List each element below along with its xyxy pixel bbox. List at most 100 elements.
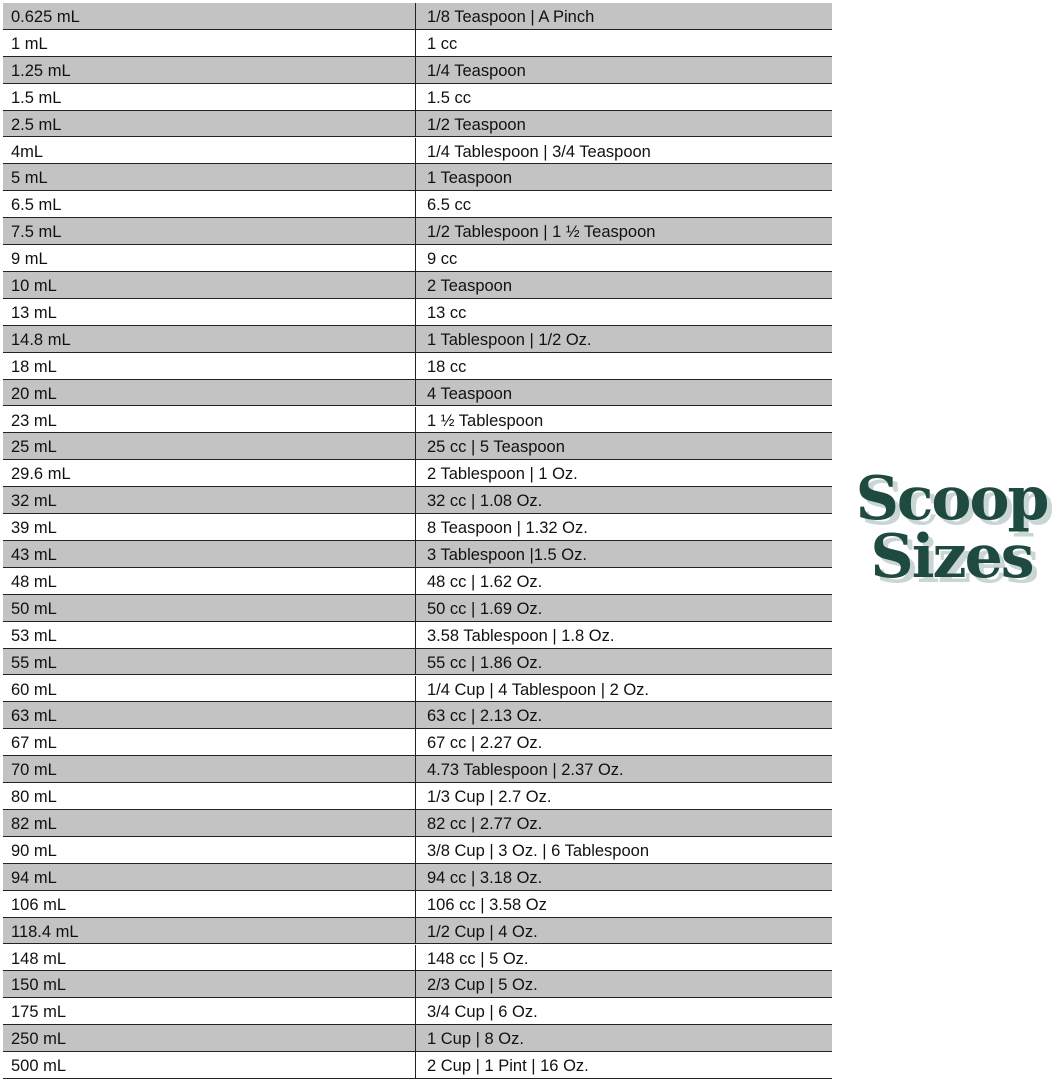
table-row: 6.5 mL 6.5 cc [3, 191, 832, 219]
volume-cell: 29.6 mL [3, 460, 416, 488]
volume-cell: 7.5 mL [3, 218, 416, 246]
volume-cell: 18 mL [3, 352, 416, 380]
table-row: 9 mL 9 cc [3, 245, 832, 272]
equivalent-cell: 148 cc | 5 Oz. [427, 949, 529, 968]
volume-cell: 500 mL [3, 1052, 416, 1079]
volume-cell: 48 mL [3, 567, 416, 595]
equivalent-cell: 94 cc | 3.18 Oz. [427, 868, 543, 887]
equivalent-cell: 2 Teaspoon [427, 277, 513, 295]
table-row: 70 mL 4.73 Tablespoon | 2.37 Oz. [3, 756, 832, 784]
volume-cell: 5 mL [3, 164, 416, 192]
equivalent-cell: 4.73 Tablespoon | 2.37 Oz. [427, 761, 624, 780]
equivalent-cell: 32 cc | 1.08 Oz. [427, 492, 543, 511]
equivalent-cell: 48 cc | 1.62 Oz. [427, 572, 543, 591]
volume-cell: 14.8 mL [3, 325, 416, 353]
equivalent-cell: 1 Cup | 8 Oz. [427, 1030, 524, 1049]
equivalent-cell: 1/8 Teaspoon | A Pinch [427, 8, 595, 26]
equivalent-cell: 82 cc | 2.77 Oz. [427, 815, 543, 833]
volume-cell: 39 mL [3, 514, 416, 541]
volume-cell: 250 mL [3, 1025, 416, 1053]
table-row: 500 mL 2 Cup | 1 Pint | 16 Oz. [3, 1052, 832, 1079]
table-row: 80 mL 1/3 Cup | 2.7 Oz. [3, 783, 832, 810]
title: Scoop Sizes [840, 464, 1063, 592]
table-row: 39 mL 8 Teaspoon | 1.32 Oz. [3, 514, 832, 541]
equivalent-cell: 1/4 Teaspoon [427, 61, 526, 80]
equivalent-cell: 1/4 Cup | 4 Tablespoon | 2 Oz. [427, 680, 649, 699]
title-line: Scoop [855, 464, 1050, 534]
equivalent-cell: 3.58 Tablespoon | 1.8 Oz. [427, 626, 615, 645]
equivalent-cell: 6.5 cc [427, 196, 472, 215]
equivalent-cell: 1/2 Cup | 4 Oz. [427, 922, 538, 941]
volume-cell: 1.25 mL [3, 56, 416, 84]
title-line: Sizes [870, 522, 1034, 592]
equivalent-cell: 106 cc | 3.58 Oz [427, 895, 547, 914]
volume-cell: 118.4 mL [3, 917, 416, 945]
volume-cell: 13 mL [3, 298, 416, 326]
equivalent-cell: 2 Cup | 1 Pint | 16 Oz. [427, 1057, 589, 1076]
equivalent-cell: 1/2 Tablespoon | 1 ½ Teaspoon [427, 223, 656, 242]
table-row: 250 mL 1 Cup | 8 Oz. [3, 1025, 832, 1053]
equivalent-cell: 25 cc | 5 Teaspoon [427, 438, 565, 457]
table-row: 1.25 mL 1/4 Teaspoon [3, 56, 832, 84]
equivalent-cell: 67 cc | 2.27 Oz. [427, 734, 543, 753]
equivalent-cell: 2 Tablespoon | 1 Oz. [427, 465, 578, 484]
volume-cell: 70 mL [3, 756, 416, 784]
volume-cell: 1.5 mL [3, 83, 416, 111]
volume-cell: 43 mL [3, 541, 416, 568]
table-row: 63 mL 63 cc | 2.13 Oz. [3, 702, 832, 730]
volume-cell: 60 mL [3, 675, 416, 703]
volume-cell: 90 mL [3, 836, 416, 864]
volume-cell: 0.625 mL [3, 3, 416, 30]
volume-cell: 2.5 mL [3, 110, 416, 138]
table-row: 4mL 1/4 Tablespoon | 3/4 Teaspoon [3, 137, 832, 165]
volume-cell: 20 mL [3, 379, 416, 407]
equivalent-cell: 8 Teaspoon | 1.32 Oz. [427, 519, 588, 538]
table-row: 90 mL 3/8 Cup | 3 Oz. | 6 Tablespoon [3, 836, 832, 864]
table-row: 94 mL 94 cc | 3.18 Oz. [3, 863, 832, 891]
equivalent-cell: 1/4 Tablespoon | 3/4 Teaspoon [427, 142, 651, 161]
table-row: 150 mL 2/3 Cup | 5 Oz. [3, 971, 832, 999]
table-row: 106 mL 106 cc | 3.58 Oz [3, 890, 832, 918]
equivalent-cell: 13 cc [427, 303, 467, 322]
table-row: 60 mL 1/4 Cup | 4 Tablespoon | 2 Oz. [3, 675, 832, 703]
table-row: 29.6 mL 2 Tablespoon | 1 Oz. [3, 460, 832, 488]
table-row: 148 mL 148 cc | 5 Oz. [3, 944, 832, 972]
equivalent-cell: 1 Teaspoon [427, 169, 513, 188]
table-row: 67 mL 67 cc | 2.27 Oz. [3, 729, 832, 757]
volume-cell: 55 mL [3, 648, 416, 676]
table-row: 0.625 mL 1/8 Teaspoon | A Pinch [3, 3, 832, 30]
table-row: 23 mL 1 ½ Tablespoon [3, 406, 832, 434]
volume-cell: 175 mL [3, 998, 416, 1026]
table-row: 10 mL 2 Teaspoon [3, 272, 832, 299]
table-row: 175 mL 3/4 Cup | 6 Oz. [3, 998, 832, 1026]
equivalent-cell: 1.5 cc [427, 88, 472, 107]
volume-cell: 150 mL [3, 971, 416, 999]
equivalent-cell: 4 Teaspoon [427, 384, 513, 403]
volume-cell: 80 mL [3, 783, 416, 810]
table-row: 1 mL 1 cc [3, 29, 832, 57]
volume-cell: 82 mL [3, 810, 416, 837]
table-row: 48 mL 48 cc | 1.62 Oz. [3, 567, 832, 595]
table-row: 13 mL 13 cc [3, 298, 832, 326]
equivalent-cell: 3/8 Cup | 3 Oz. | 6 Tablespoon [427, 841, 649, 860]
volume-cell: 53 mL [3, 621, 416, 649]
equivalent-cell: 50 cc | 1.69 Oz. [427, 599, 543, 618]
table-row: 1.5 mL 1.5 cc [3, 83, 832, 111]
equivalent-cell: 1 Tablespoon | 1/2 Oz. [427, 330, 592, 349]
table-row: 50 mL 50 cc | 1.69 Oz. [3, 594, 832, 622]
table-row: 7.5 mL 1/2 Tablespoon | 1 ½ Teaspoon [3, 218, 832, 246]
table-row: 18 mL 18 cc [3, 352, 832, 380]
equivalent-cell: 9 cc [427, 250, 458, 269]
equivalent-cell: 63 cc | 2.13 Oz. [427, 707, 543, 726]
equivalent-cell: 3/4 Cup | 6 Oz. [427, 1003, 538, 1022]
table-row: 20 mL 4 Teaspoon [3, 379, 832, 407]
volume-cell: 4mL [3, 137, 416, 165]
table-row: 82 mL 82 cc | 2.77 Oz. [3, 810, 832, 837]
volume-cell: 94 mL [3, 863, 416, 891]
table-row: 5 mL 1 Teaspoon [3, 164, 832, 192]
table-row: 118.4 mL 1/2 Cup | 4 Oz. [3, 917, 832, 945]
equivalent-cell: 1 ½ Tablespoon [427, 411, 544, 430]
table-row: 55 mL 55 cc | 1.86 Oz. [3, 648, 832, 676]
volume-cell: 23 mL [3, 406, 416, 434]
